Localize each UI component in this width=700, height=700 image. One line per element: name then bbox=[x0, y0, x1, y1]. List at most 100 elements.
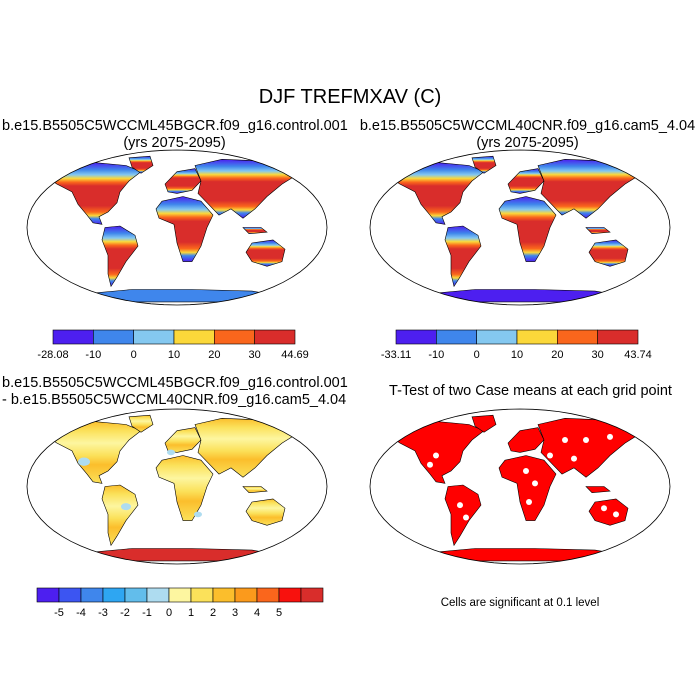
colorbar-tick-label: 10 bbox=[511, 349, 523, 361]
continent-greenland bbox=[471, 414, 497, 433]
colorbar-tick-label: 44.69 bbox=[281, 349, 309, 361]
colorbar-box bbox=[80, 587, 104, 603]
colorbar-tick-label: 30 bbox=[249, 349, 261, 361]
anomaly-patch bbox=[167, 449, 175, 456]
colorbar-tick-label: -10 bbox=[85, 349, 101, 361]
colorbar-box bbox=[234, 587, 258, 603]
colorbar-box bbox=[300, 587, 324, 603]
continent-asia bbox=[194, 158, 298, 219]
colorbar-box bbox=[190, 587, 214, 603]
anomaly-patch bbox=[194, 511, 202, 518]
colorbar-tick-label: 4 bbox=[254, 607, 260, 619]
continent-europe bbox=[507, 427, 545, 453]
continent-greenland bbox=[128, 414, 154, 433]
continent-southAmerica bbox=[444, 225, 482, 288]
colorbar-tick-label: 5 bbox=[276, 607, 282, 619]
panel-title-line: T-Test of two Case means at each grid po… bbox=[389, 383, 672, 399]
colorbar-box bbox=[476, 329, 518, 345]
continent-indonesia bbox=[585, 486, 611, 494]
colorbar-box bbox=[254, 329, 296, 345]
colorbar-box bbox=[133, 329, 175, 345]
colorbar-tick-label: -2 bbox=[120, 607, 130, 619]
map-case2 bbox=[369, 149, 671, 306]
continent-europe bbox=[164, 168, 202, 194]
colorbar-box bbox=[597, 329, 639, 345]
colorbar-box bbox=[173, 329, 215, 345]
colorbar-tick-label: 2 bbox=[210, 607, 216, 619]
continent-africa bbox=[155, 455, 214, 521]
colorbar-case2: -33.11 -10 0 10 20 30 43.74 bbox=[381, 329, 652, 361]
continent-northAmerica bbox=[390, 162, 485, 225]
continent-australia bbox=[588, 498, 629, 526]
non-significant-cell bbox=[607, 433, 613, 440]
colorbar-box bbox=[52, 329, 94, 345]
continent-southAmerica bbox=[101, 225, 139, 288]
colorbar-tick-label: -1 bbox=[142, 607, 152, 619]
anomaly-patch bbox=[121, 503, 131, 511]
colorbar-box bbox=[36, 587, 60, 603]
continent-europe bbox=[164, 427, 202, 453]
colorbar-box bbox=[516, 329, 558, 345]
continent-asia bbox=[537, 158, 641, 219]
colorbar-box bbox=[93, 329, 134, 345]
continent-africa bbox=[155, 196, 214, 262]
colorbar-box bbox=[256, 587, 280, 603]
colorbar-box bbox=[278, 587, 302, 603]
colorbar-tick-label: 1 bbox=[188, 607, 194, 619]
continent-southAmerica bbox=[101, 484, 139, 547]
non-significant-cell bbox=[613, 511, 619, 518]
continent-australia bbox=[245, 498, 286, 526]
continent-northAmerica bbox=[390, 421, 485, 484]
non-significant-cell bbox=[562, 437, 568, 443]
colorbar-tick-label: -10 bbox=[428, 349, 444, 361]
map-outline bbox=[369, 408, 671, 565]
panel-title-case1: b.e15.B5505C5WCCML45BGCR.f09_g16.control… bbox=[2, 118, 348, 152]
continent-australia bbox=[245, 239, 286, 267]
panel-title-line: b.e15.B5505C5WCCML45BGCR.f09_g16.control… bbox=[2, 118, 348, 134]
colorbar-box bbox=[436, 329, 477, 345]
colorbar-box bbox=[214, 329, 255, 345]
panel-title-line: (yrs 2075-2095) bbox=[123, 135, 226, 151]
continent-southAmerica bbox=[444, 484, 482, 547]
continent-europe bbox=[507, 168, 545, 194]
colorbar-box bbox=[58, 587, 82, 603]
colorbar-tick-label: -33.11 bbox=[381, 349, 411, 361]
colorbar-box bbox=[395, 329, 437, 345]
colorbar-box bbox=[102, 587, 126, 603]
colorbar-tick-label: 10 bbox=[168, 349, 180, 361]
map-outline bbox=[26, 149, 328, 306]
panel-title-line: (yrs 2075-2095) bbox=[476, 135, 579, 151]
colorbar-tick-label: 43.74 bbox=[624, 349, 652, 361]
map-case1 bbox=[26, 149, 328, 306]
panel-title-ttest: T-Test of two Case means at each grid po… bbox=[368, 383, 693, 400]
colorbar-tick-label: -3 bbox=[98, 607, 108, 619]
colorbar-difference: -5 -4 -3 -2 -1 0 1 2 3 4 5 bbox=[36, 587, 324, 619]
colorbar-tick-label: 3 bbox=[232, 607, 238, 619]
colorbar-tick-label: 30 bbox=[592, 349, 604, 361]
colorbar-tick-label: -4 bbox=[76, 607, 86, 619]
main-title: DJF TREFMXAV (C) bbox=[258, 86, 442, 108]
panel-title-difference: b.e15.B5505C5WCCML45BGCR.f09_g16.control… bbox=[2, 375, 348, 409]
colorbar-tick-label: 20 bbox=[208, 349, 220, 361]
non-significant-cell bbox=[457, 502, 463, 509]
continent-indonesia bbox=[585, 227, 611, 235]
continent-northAmerica bbox=[47, 162, 142, 225]
panel-title-case2: b.e15.B5505C5WCCML40CNR.f09_g16.cam5_4.0… bbox=[355, 118, 700, 152]
continent-greenland bbox=[471, 155, 497, 174]
continent-indonesia bbox=[242, 227, 268, 235]
panel-title-line: - b.e15.B5505C5WCCML40CNR.f09_g16.cam5_4… bbox=[2, 392, 347, 408]
panel-title-line: b.e15.B5505C5WCCML45BGCR.f09_g16.control… bbox=[2, 375, 348, 391]
colorbar-case1: -28.08 -10 0 10 20 30 44.69 bbox=[37, 329, 309, 361]
non-significant-cell bbox=[571, 455, 577, 462]
continent-indonesia bbox=[242, 486, 268, 494]
colorbar-box bbox=[557, 329, 598, 345]
colorbar-tick-label: 20 bbox=[551, 349, 563, 361]
continent-africa bbox=[498, 196, 557, 262]
panel-title-line: b.e15.B5505C5WCCML40CNR.f09_g16.cam5_4.0… bbox=[359, 118, 696, 134]
map-difference bbox=[26, 408, 328, 565]
non-significant-cell bbox=[583, 437, 589, 443]
colorbar-box bbox=[168, 587, 192, 603]
non-significant-cell bbox=[427, 461, 433, 468]
colorbar-tick-label: -5 bbox=[54, 607, 64, 619]
continent-asia bbox=[537, 417, 641, 478]
